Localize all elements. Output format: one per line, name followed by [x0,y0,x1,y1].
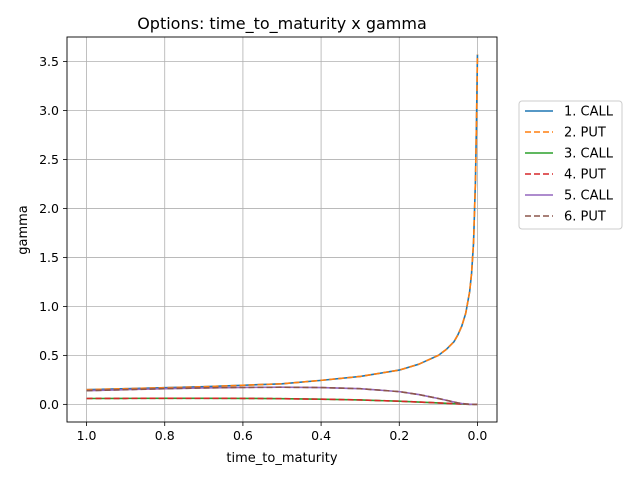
y-tick-label: 3.5 [39,54,59,69]
y-tick-label: 1.0 [39,299,59,314]
plot-frame [66,36,498,423]
y-tick-label: 2.5 [39,152,59,167]
legend-box [518,100,623,230]
x-tick-label: 1.0 [77,428,97,443]
x-tick-label: 0.4 [311,428,331,443]
y-tick-label: 2.0 [39,201,59,216]
x-tick-label: 0.8 [155,428,175,443]
legend-label-2: 2. PUT [564,126,606,141]
x-tick-label: 0.0 [468,428,488,443]
y-tick-label: 3.0 [39,103,59,118]
series-line-1 [86,54,479,391]
y-axis-title: gamma [16,205,31,255]
chart-title: Options: time_to_maturity x gamma [137,14,427,34]
grid [67,37,497,422]
x-ticks: 1.0 0.8 0.6 0.4 0.2 0.0 [77,422,488,443]
y-tick-label: 1.5 [39,250,59,265]
x-axis-title: time_to_maturity [226,451,337,466]
y-tick-label: 0.5 [39,348,59,363]
y-tick-label: 0.0 [39,397,59,412]
series-line-6 [86,386,478,406]
legend-label-1: 1. CALL [564,105,614,120]
legend-label-5: 5. CALL [564,189,614,204]
series-line-4 [86,397,478,406]
x-tick-label: 0.6 [233,428,253,443]
y-ticks: 0.0 0.5 1.0 1.5 2.0 2.5 3.0 3.5 [39,54,67,412]
x-tick-label: 0.2 [389,428,409,443]
legend-label-6: 6. PUT [564,210,606,225]
series-lines [86,54,479,406]
legend: 1. CALL 2. PUT 3. CALL 4. PUT 5. CALL 6. PUT [518,100,623,230]
legend-label-3: 3. CALL [564,147,614,162]
legend-label-4: 4. PUT [564,168,606,183]
series-line-2 [86,54,479,391]
series-line-3 [86,397,478,406]
